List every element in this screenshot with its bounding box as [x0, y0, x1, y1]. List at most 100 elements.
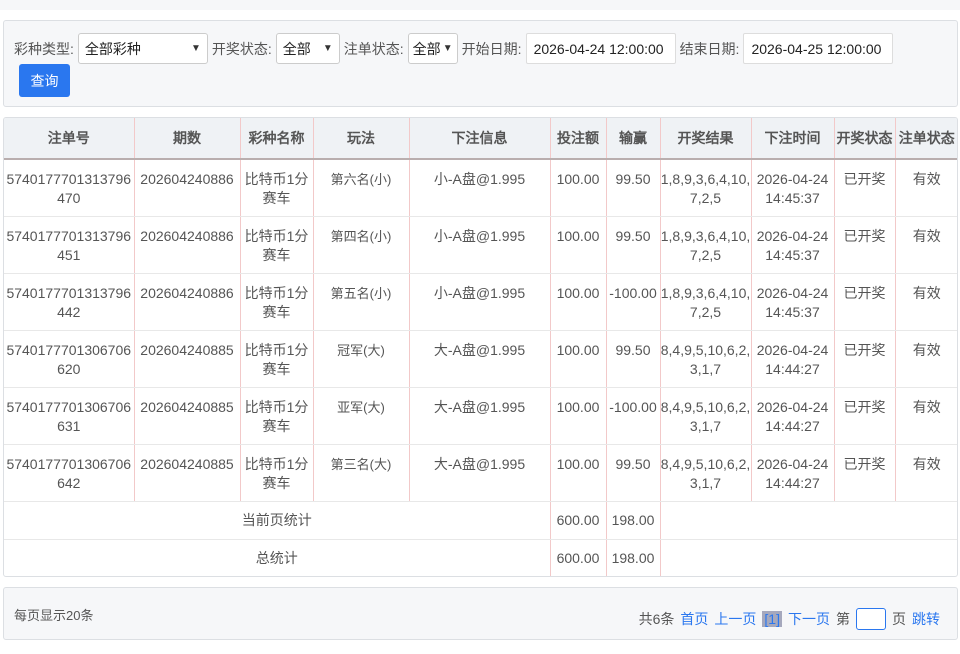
- table-cell: 比特币1分赛车: [240, 216, 314, 274]
- table-cell: 202604240885: [134, 387, 241, 445]
- end-date-input[interactable]: 2026-04-25 12:00:00: [743, 33, 894, 64]
- table-cell: 已开奖: [834, 273, 896, 331]
- table-cell: 已开奖: [834, 387, 896, 445]
- order-status-value: 全部: [412, 40, 441, 57]
- table-cell: 100.00: [550, 330, 607, 388]
- table-cell: 小-A盘@1.995: [409, 273, 551, 331]
- table-cell: 比特币1分赛车: [240, 330, 314, 388]
- column-header: 期数: [134, 118, 241, 160]
- filter-panel: 彩种类型: 全部彩种 ▼ 开奖状态: 全部 ▼ 注单状态: 全部 ▼ 开始日期: 20…: [3, 20, 958, 107]
- summary-label: 当前页统计: [4, 501, 551, 540]
- table-cell: 小-A盘@1.995: [409, 216, 551, 274]
- table-cell: 第六名(小): [313, 159, 410, 217]
- table-cell: 99.50: [606, 444, 661, 502]
- page-suffix: 页: [892, 611, 906, 627]
- table-cell: 第三名(大): [313, 444, 410, 502]
- table-cell: 5740177701306706631: [4, 387, 135, 445]
- column-header: 投注额: [550, 118, 607, 160]
- table-cell: 202604240886: [134, 216, 241, 274]
- column-header: 开奖结果: [660, 118, 752, 160]
- table-cell: 100.00: [550, 216, 607, 274]
- draw-status-select[interactable]: 全部 ▼: [275, 33, 340, 64]
- table-cell: 第五名(小): [313, 273, 410, 331]
- table-cell: 5740177701313796442: [4, 273, 135, 331]
- next-page-link[interactable]: 下一页: [788, 611, 830, 627]
- table-cell: 大-A盘@1.995: [409, 387, 551, 445]
- table-cell: 亚军(大): [313, 387, 410, 445]
- table-cell: 202604240885: [134, 444, 241, 502]
- table-cell: 5740177701313796470: [4, 159, 135, 217]
- table-cell: 比特币1分赛车: [240, 159, 314, 217]
- summary-label: 总统计: [4, 539, 551, 576]
- column-header: 下注时间: [751, 118, 835, 160]
- table-cell: 202604240886: [134, 273, 241, 331]
- page-summary-row: 当前页统计 600.00 198.00: [4, 501, 957, 540]
- column-header: 注单号: [4, 118, 135, 160]
- table-cell: 已开奖: [834, 444, 896, 502]
- summary-empty: [660, 501, 957, 540]
- table-cell: 有效: [895, 330, 957, 388]
- table-cell: 有效: [895, 273, 957, 331]
- table-cell: 5740177701306706642: [4, 444, 135, 502]
- table-row: 5740177701313796451 202604240886 比特币1分赛车 第四…: [4, 216, 957, 274]
- table-cell: 2026-04-24 14:45:37: [751, 216, 835, 274]
- table-cell: 8,4,9,5,10,6,2,3,1,7: [660, 387, 752, 445]
- jump-link[interactable]: 跳转: [912, 611, 940, 627]
- table-cell: 已开奖: [834, 216, 896, 274]
- table-cell: 100.00: [550, 273, 607, 331]
- table-cell: 100.00: [550, 159, 607, 217]
- table-cell: 2026-04-24 14:44:27: [751, 330, 835, 388]
- table-cell: 8,4,9,5,10,6,2,3,1,7: [660, 444, 752, 502]
- start-date-input[interactable]: 2026-04-24 12:00:00: [525, 33, 676, 64]
- start-date-label: 开始日期:: [461, 40, 522, 57]
- table-cell: 已开奖: [834, 159, 896, 217]
- table-cell: 2026-04-24 14:45:37: [751, 159, 835, 217]
- table-cell: 2026-04-24 14:44:27: [751, 387, 835, 445]
- column-header: 开奖状态: [834, 118, 896, 160]
- summary-bet: 600.00: [550, 501, 607, 540]
- table-row: 5740177701313796470 202604240886 比特币1分赛车 第六…: [4, 159, 957, 217]
- table-cell: 有效: [895, 387, 957, 445]
- table-cell: 已开奖: [834, 330, 896, 388]
- table-cell: 5740177701313796451: [4, 216, 135, 274]
- table-cell: 比特币1分赛车: [240, 444, 314, 502]
- table-cell: 100.00: [550, 387, 607, 445]
- table-cell: 冠军(大): [313, 330, 410, 388]
- table-cell: 比特币1分赛车: [240, 387, 314, 445]
- draw-status-label: 开奖状态:: [211, 40, 272, 57]
- page-number-input[interactable]: [856, 608, 886, 630]
- lottery-type-select[interactable]: 全部彩种 ▼: [77, 33, 208, 64]
- total-summary-row: 总统计 600.00 198.00: [4, 539, 957, 576]
- chevron-down-icon: ▼: [322, 43, 333, 54]
- bets-table: 注单号 期数 彩种名称 玩法 下注信息 投注额 输赢 开奖结果 下注时间 开奖状态 注单状态 574…: [3, 117, 958, 577]
- table-row: 5740177701306706642 202604240885 比特币1分赛车 第三…: [4, 444, 957, 502]
- table-cell: 大-A盘@1.995: [409, 444, 551, 502]
- table-cell: -100.00: [606, 387, 661, 445]
- table-cell: 99.50: [606, 330, 661, 388]
- table-row: 5740177701306706631 202604240885 比特币1分赛车 亚军…: [4, 387, 957, 445]
- column-header: 输赢: [606, 118, 661, 160]
- table-cell: 202604240885: [134, 330, 241, 388]
- order-status-select[interactable]: 全部 ▼: [407, 33, 458, 64]
- search-button[interactable]: 查询: [19, 64, 70, 97]
- table-row: 5740177701306706620 202604240885 比特币1分赛车 冠军…: [4, 330, 957, 388]
- column-header: 玩法: [313, 118, 410, 160]
- current-page[interactable]: [1]: [762, 611, 782, 627]
- first-page-link[interactable]: 首页: [680, 611, 709, 627]
- prev-page-link[interactable]: 上一页: [714, 611, 757, 627]
- draw-status-value: 全部: [282, 40, 311, 57]
- chevron-down-icon: ▼: [190, 43, 201, 54]
- lottery-type-label: 彩种类型:: [14, 40, 74, 57]
- per-page-text: 每页显示20条: [14, 608, 94, 623]
- table-cell: 有效: [895, 444, 957, 502]
- column-header: 下注信息: [409, 118, 551, 160]
- pagination-bar: 每页显示20条 共6条 首页 上一页 [1] 下一页 第 页 跳转: [3, 587, 958, 640]
- lottery-type-value: 全部彩种: [84, 40, 141, 57]
- table-cell: 100.00: [550, 444, 607, 502]
- table-cell: 小-A盘@1.995: [409, 159, 551, 217]
- column-header: 注单状态: [895, 118, 957, 160]
- table-cell: 大-A盘@1.995: [409, 330, 551, 388]
- table-cell: 1,8,9,3,6,4,10,7,2,5: [660, 216, 752, 274]
- table-cell: 5740177701306706620: [4, 330, 135, 388]
- summary-empty: [660, 539, 957, 576]
